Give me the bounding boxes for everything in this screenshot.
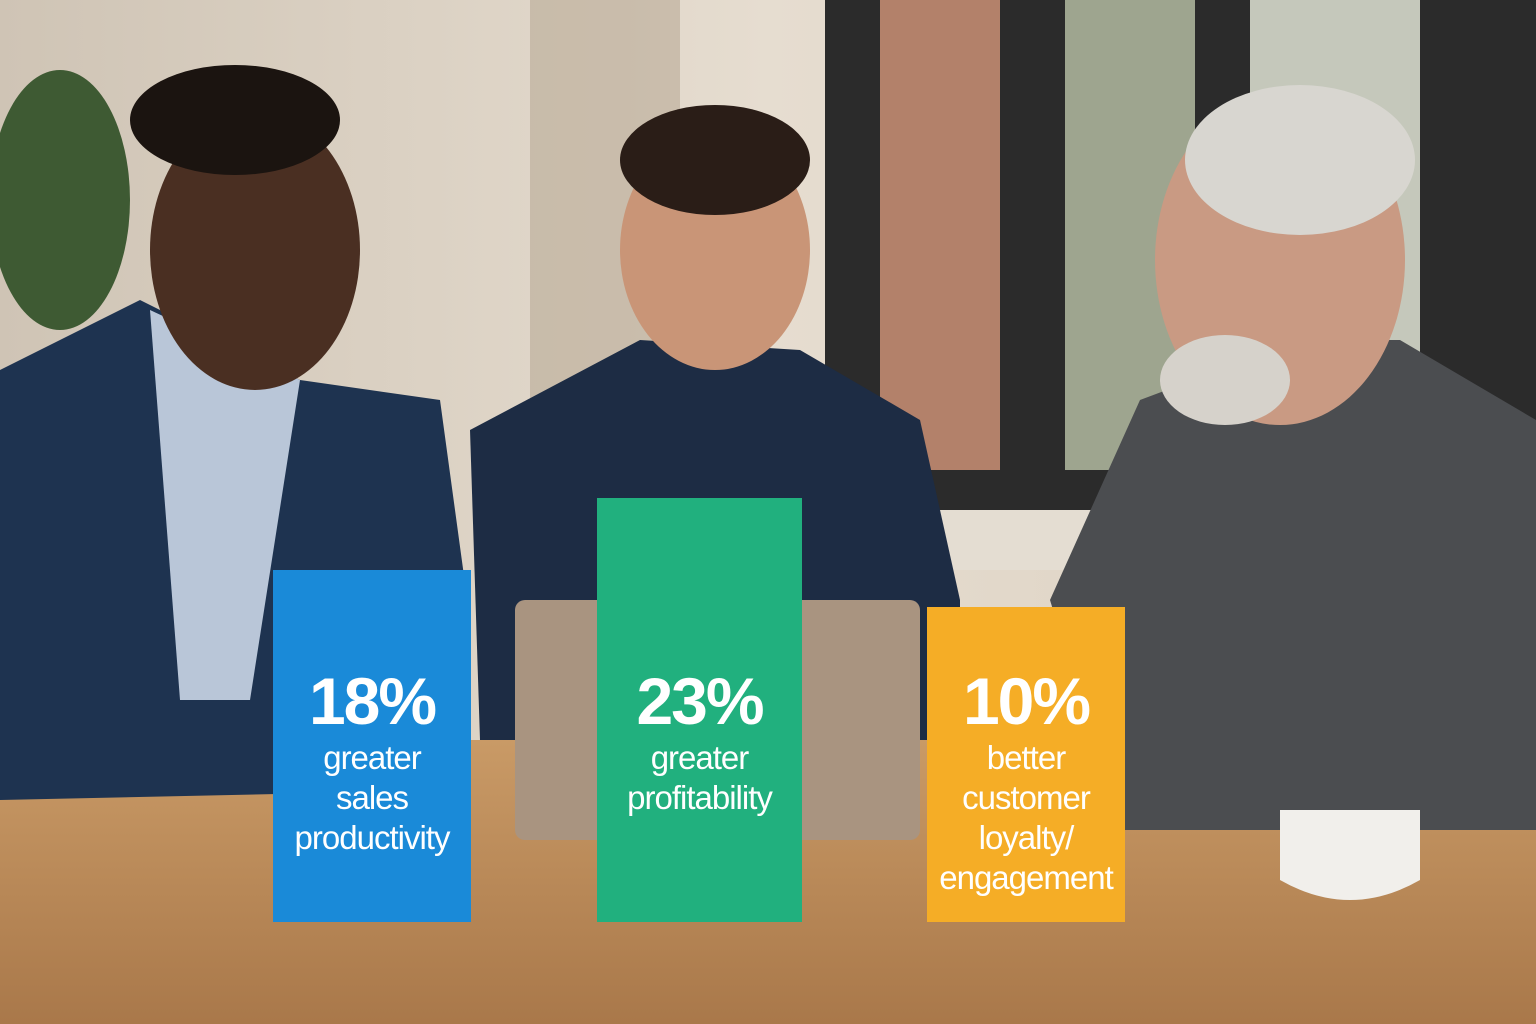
stat-label-line: better [986, 739, 1066, 776]
stat-card-sales-productivity: 18% greater sales productivity [273, 570, 471, 922]
stat-card-customer-loyalty: 10% better customer loyalty/ engagement [927, 607, 1125, 922]
stat-value: 10% [962, 664, 1091, 738]
person-right [1050, 85, 1536, 900]
stat-label: greater profitability [627, 738, 773, 818]
stat-label: greater sales productivity [294, 738, 451, 858]
stat-label-line: customer [962, 779, 1091, 816]
stat-value: 23% [636, 664, 764, 738]
stat-label-line: sales [335, 779, 409, 816]
stat-label-line: profitability [627, 779, 773, 816]
stat-label-line: productivity [294, 819, 451, 856]
stat-label: better customer loyalty/ engagement [939, 738, 1113, 898]
stat-label-line: engagement [939, 859, 1113, 896]
stat-label-line: greater [323, 739, 422, 776]
stat-label-line: greater [650, 739, 750, 776]
plant [0, 70, 130, 330]
stat-label-line: loyalty/ [978, 819, 1075, 856]
stat-card-profitability: 23% greater profitability [597, 498, 802, 922]
stat-value: 18% [308, 664, 437, 738]
